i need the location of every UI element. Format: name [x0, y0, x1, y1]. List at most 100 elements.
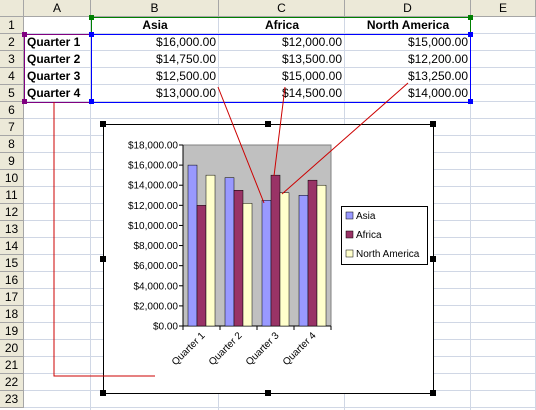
- row-header-1[interactable]: 1: [0, 17, 24, 34]
- callout-line: [273, 86, 286, 177]
- range-handle[interactable]: [89, 15, 94, 20]
- chart-resize-handle[interactable]: [100, 256, 106, 262]
- row-header-17[interactable]: 17: [0, 289, 24, 306]
- row-header-3[interactable]: 3: [0, 51, 24, 68]
- range-handle[interactable]: [22, 99, 27, 104]
- value-cell[interactable]: $12,500.00: [155, 69, 216, 83]
- column-header-b[interactable]: B: [91, 0, 219, 17]
- value-cell[interactable]: $14,500.00: [281, 86, 342, 100]
- row-header-5[interactable]: 5: [0, 85, 24, 102]
- y-tick-label: $0.00: [153, 322, 178, 333]
- row-header-11[interactable]: 11: [0, 187, 24, 204]
- bar-asia[interactable]: [298, 195, 309, 327]
- value-cell[interactable]: $12,200.00: [407, 52, 468, 66]
- legend-label: North America: [356, 249, 420, 260]
- chart-resize-handle[interactable]: [265, 121, 271, 127]
- legend-swatch: [345, 249, 354, 258]
- value-cell[interactable]: $13,000.00: [155, 86, 216, 100]
- bar-north-america[interactable]: [205, 174, 216, 327]
- value-cell[interactable]: $12,000.00: [281, 35, 342, 49]
- chart-resize-handle[interactable]: [100, 390, 106, 396]
- row-label-cell[interactable]: Quarter 4: [27, 86, 81, 100]
- callout-line: [281, 82, 409, 195]
- header-cell[interactable]: Africa: [264, 18, 299, 32]
- bar-north-america[interactable]: [242, 203, 253, 327]
- callout-line: [53, 102, 155, 377]
- bar-africa[interactable]: [270, 174, 281, 327]
- range-handle[interactable]: [468, 15, 473, 20]
- column-header-d[interactable]: D: [345, 0, 471, 17]
- row-label-cell[interactable]: Quarter 3: [27, 69, 81, 83]
- value-cell[interactable]: $13,500.00: [281, 52, 342, 66]
- row-header-18[interactable]: 18: [0, 306, 24, 323]
- bar-asia[interactable]: [187, 164, 198, 327]
- row-header-19[interactable]: 19: [0, 323, 24, 340]
- bar-africa[interactable]: [196, 205, 207, 327]
- bar-asia[interactable]: [224, 177, 235, 327]
- range-handle[interactable]: [89, 32, 94, 37]
- y-tick-label: $4,000.00: [134, 281, 179, 292]
- bar-africa[interactable]: [307, 179, 318, 327]
- value-cell[interactable]: $14,000.00: [407, 86, 468, 100]
- row-header-2[interactable]: 2: [0, 34, 24, 51]
- value-cell[interactable]: $15,000.00: [281, 69, 342, 83]
- chart-resize-handle[interactable]: [430, 121, 436, 127]
- column-header-c[interactable]: C: [219, 0, 345, 17]
- y-tick-label: $10,000.00: [128, 221, 178, 232]
- row-header-13[interactable]: 13: [0, 221, 24, 238]
- range-handle[interactable]: [468, 32, 473, 37]
- bar-asia[interactable]: [261, 200, 272, 327]
- row-header-8[interactable]: 8: [0, 136, 24, 153]
- column-header-a[interactable]: A: [24, 0, 91, 17]
- header-cell[interactable]: Asia: [142, 18, 168, 32]
- y-tick-label: $18,000.00: [128, 141, 178, 152]
- value-cell[interactable]: $14,750.00: [155, 52, 216, 66]
- callout-line: [217, 86, 265, 204]
- value-cell[interactable]: $13,250.00: [407, 69, 468, 83]
- row-header-6[interactable]: 6: [0, 102, 24, 119]
- row-header-10[interactable]: 10: [0, 170, 24, 187]
- range-handle[interactable]: [22, 32, 27, 37]
- chart-resize-handle[interactable]: [100, 121, 106, 127]
- row-header-14[interactable]: 14: [0, 238, 24, 255]
- row-header-12[interactable]: 12: [0, 204, 24, 221]
- row-header-15[interactable]: 15: [0, 255, 24, 272]
- legend-label: Africa: [356, 230, 382, 241]
- chart-resize-handle[interactable]: [430, 390, 436, 396]
- row-header-16[interactable]: 16: [0, 272, 24, 289]
- legend-label: Asia: [356, 211, 376, 222]
- bar-north-america[interactable]: [316, 184, 327, 327]
- range-handle[interactable]: [89, 99, 94, 104]
- row-label-cell[interactable]: Quarter 1: [27, 35, 81, 49]
- bar-north-america[interactable]: [279, 192, 290, 327]
- row-header-7[interactable]: 7: [0, 119, 24, 136]
- select-all-corner[interactable]: [0, 0, 24, 17]
- legend-swatch: [345, 211, 354, 220]
- row-header-23[interactable]: 23: [0, 391, 24, 408]
- row-header-21[interactable]: 21: [0, 357, 24, 374]
- y-tick-label: $14,000.00: [128, 181, 178, 192]
- legend[interactable]: [341, 206, 428, 265]
- value-cell[interactable]: $16,000.00: [155, 35, 216, 49]
- series-name-range: [91, 17, 471, 35]
- value-cell[interactable]: $15,000.00: [407, 35, 468, 49]
- chart-resize-handle[interactable]: [430, 256, 436, 262]
- y-tick-label: $6,000.00: [134, 261, 179, 272]
- header-cell[interactable]: North America: [366, 18, 450, 32]
- category-range: [24, 34, 92, 103]
- row-label-cell[interactable]: Quarter 2: [27, 52, 81, 66]
- row-header-4[interactable]: 4: [0, 68, 24, 85]
- range-handle[interactable]: [468, 99, 473, 104]
- row-header-9[interactable]: 9: [0, 153, 24, 170]
- row-header-20[interactable]: 20: [0, 340, 24, 357]
- chart-resize-handle[interactable]: [265, 390, 271, 396]
- data-range: [91, 34, 471, 103]
- legend-swatch: [345, 230, 354, 239]
- bar-africa[interactable]: [233, 190, 244, 327]
- row-header-22[interactable]: 22: [0, 374, 24, 391]
- y-tick-label: $8,000.00: [134, 241, 179, 252]
- y-tick-label: $12,000.00: [128, 201, 178, 212]
- y-tick-label: $2,000.00: [134, 301, 179, 312]
